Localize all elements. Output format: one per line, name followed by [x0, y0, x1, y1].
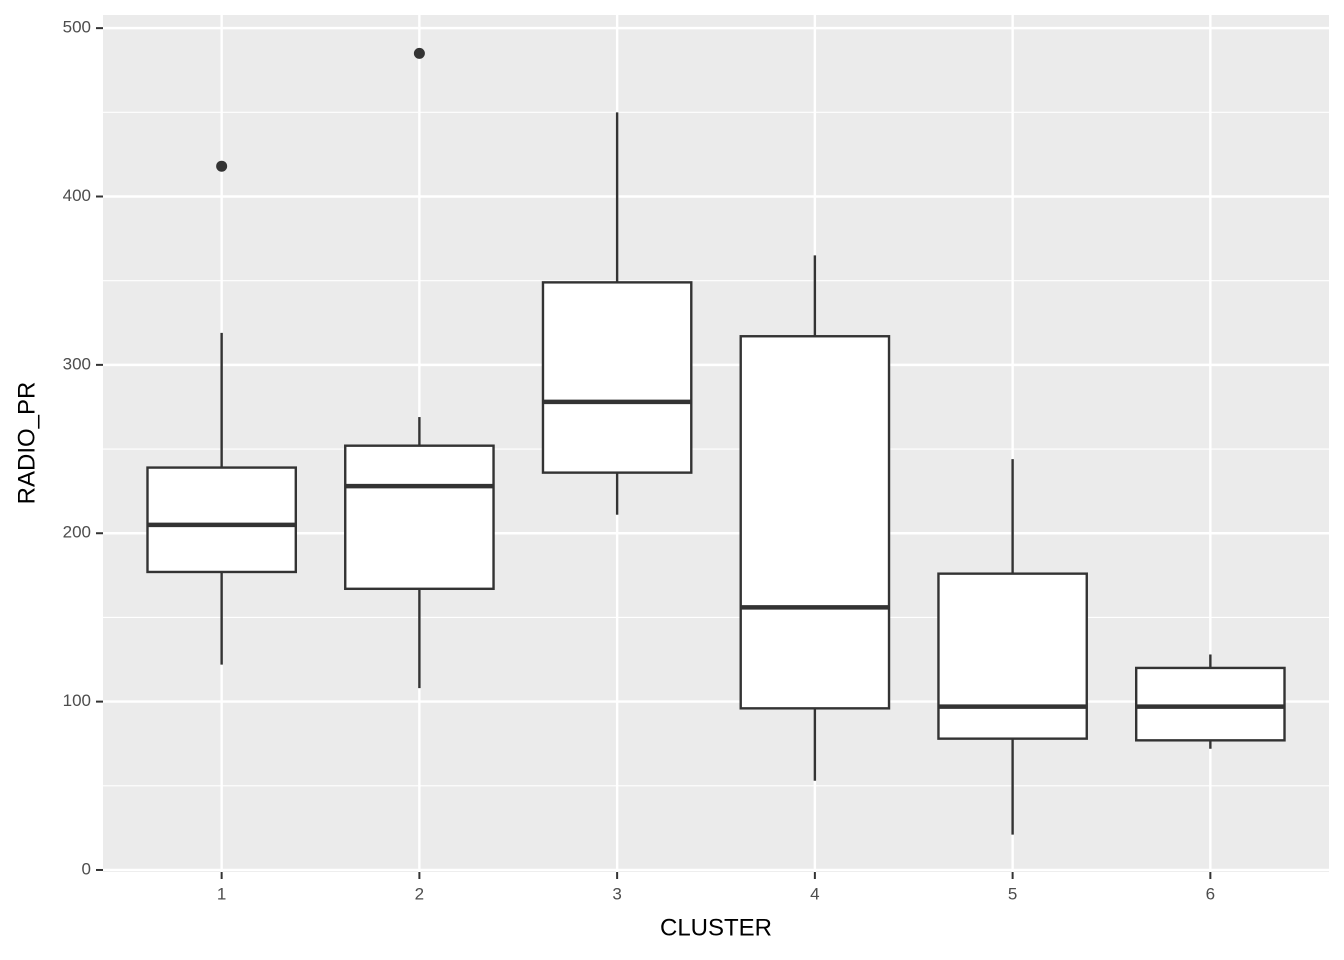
box	[739, 335, 891, 710]
y-tick-label: 500	[63, 18, 91, 37]
box	[344, 444, 495, 591]
marks	[146, 47, 1286, 835]
box	[146, 466, 297, 574]
x-tick-label: 6	[1206, 884, 1215, 903]
y-tick-label: 100	[63, 691, 91, 710]
y-tick-label: 0	[82, 859, 91, 878]
y-tick-label: 200	[63, 523, 91, 542]
outlier	[216, 160, 228, 172]
x-tick-label: 4	[810, 884, 819, 903]
box	[1135, 666, 1286, 742]
x-tick-label: 3	[612, 884, 621, 903]
x-tick-label: 2	[415, 884, 424, 903]
x-axis-title: CLUSTER	[660, 914, 772, 941]
x-tick-label: 5	[1008, 884, 1017, 903]
box	[541, 281, 693, 474]
y-tick-label: 400	[63, 186, 91, 205]
box	[937, 572, 1088, 740]
y-axis-title: RADIO_PR	[13, 382, 40, 505]
outlier	[413, 47, 425, 59]
x-tick-label: 1	[217, 884, 226, 903]
y-tick-label: 300	[63, 354, 91, 373]
panel	[103, 15, 1329, 872]
